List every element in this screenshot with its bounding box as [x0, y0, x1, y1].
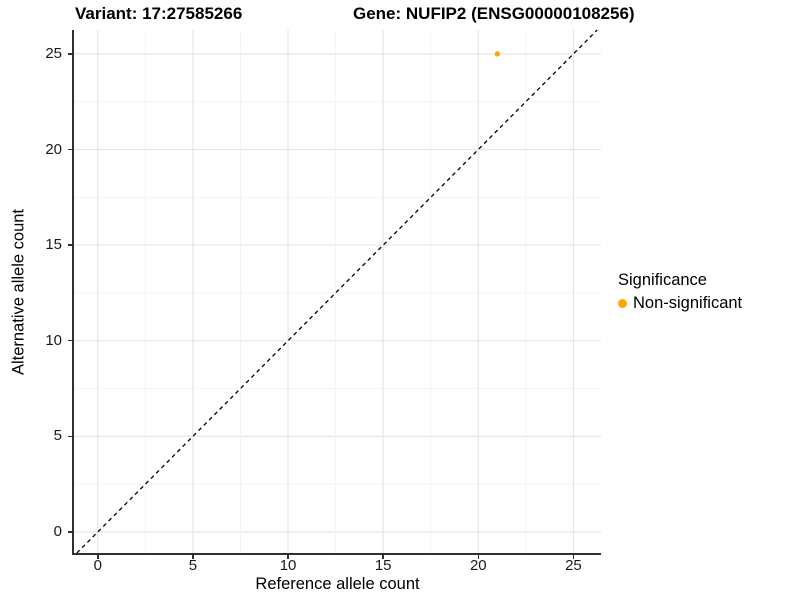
legend-label: Non-significant [633, 294, 743, 312]
plot-panel [74, 29, 601, 554]
y-tick-mark [67, 244, 72, 246]
x-tick-mark [477, 554, 480, 560]
x-tick-mark [97, 554, 99, 560]
identity-line [76, 29, 598, 554]
x-tick-mark [572, 554, 575, 560]
x-axis-title: Reference allele count [255, 575, 420, 593]
y-axis-line [72, 30, 74, 555]
y-tick-label: 10 [45, 331, 62, 349]
legend-item: Non-significant [618, 294, 742, 313]
variant-title: Variant: 17:27585266 [75, 4, 243, 23]
data-point [494, 51, 501, 57]
y-axis-title: Alternative allele count [9, 208, 28, 375]
x-tick-mark [382, 554, 384, 560]
x-tick-mark [287, 554, 289, 560]
x-tick-label: 15 [374, 557, 392, 574]
y-tick-mark [67, 531, 72, 533]
x-tick-label: 25 [565, 557, 582, 574]
x-tick-label: 20 [469, 557, 487, 574]
legend-point-icon [618, 299, 627, 308]
x-tick-mark [192, 554, 194, 560]
x-tick-label: 0 [93, 557, 102, 574]
y-tick-mark [67, 339, 72, 342]
y-tick-mark [67, 148, 72, 151]
legend-title: Significance [618, 271, 707, 289]
y-tick-label: 15 [45, 236, 62, 254]
y-tick-label: 20 [45, 140, 62, 158]
y-tick-mark [67, 435, 72, 438]
y-tick-label: 5 [53, 427, 62, 445]
x-axis-line [72, 553, 601, 555]
legend: Significance Non-significant [618, 271, 742, 313]
y-tick-label: 0 [53, 522, 62, 540]
y-tick-mark [67, 53, 72, 55]
y-tick-label: 25 [45, 44, 62, 62]
gene-title: Gene: NUFIP2 (ENSG00000108256) [353, 4, 635, 23]
legend-items: Non-significant [618, 294, 742, 313]
x-tick-label: 5 [188, 557, 198, 574]
x-tick-label: 10 [279, 557, 297, 574]
